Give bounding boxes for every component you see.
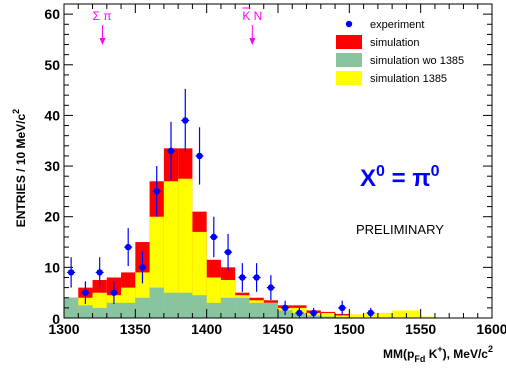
y-tick-label-30: 30 — [44, 158, 60, 174]
x-tick-label-1500: 1500 — [334, 321, 365, 337]
experiment-point-1425 — [239, 274, 246, 281]
experiment-point-1415 — [224, 248, 232, 256]
experiment-point-1335 — [110, 289, 118, 296]
legend-label-experiment: experiment — [370, 19, 424, 31]
histogram-bin-simulation-wo-1385-1370 — [163, 292, 179, 318]
legend-label-simulation-1385: simulation 1385 — [370, 73, 447, 85]
experiment-point-1515 — [367, 309, 374, 317]
pi0-sup: 0 — [431, 163, 440, 180]
experiment-point-1305 — [67, 269, 75, 276]
experiment-point-1405 — [210, 233, 217, 241]
histogram-bin-simulation-1385-1490 — [335, 315, 350, 318]
histogram-bin-simulation-wo-1385-1320 — [92, 307, 107, 318]
experiment-point-1365 — [153, 188, 160, 195]
plot-area: 1300 1350 1400 1450 1500 1550 1600 10 20 30 40 50 60… — [44, 3, 506, 337]
y-axis-title: ENTRIES / 10 MeV/c2 — [11, 109, 28, 227]
x-tick-label-1450: 1450 — [262, 321, 293, 337]
histogram-bin-simulation-wo-1385-1330 — [106, 302, 122, 318]
legend: experiment simulation simulation wo 1385 si… — [336, 19, 464, 85]
histogram-bin-simulation-wo-1385-1410 — [220, 297, 236, 318]
x-axis-title: MM(pFd K+), MeV/c2 — [383, 344, 493, 364]
x-sup2: 2 — [488, 344, 493, 354]
experiment-point-1315 — [82, 289, 89, 296]
legend-swatch-simulation-1385 — [336, 71, 362, 85]
histogram-bin-simulation-wo-1385-1420 — [235, 297, 250, 318]
x-tick-label-1400: 1400 — [191, 321, 222, 337]
experiment-point-1325 — [96, 269, 103, 276]
histogram-bin-simulation-1385-1370 — [163, 181, 179, 318]
plot-frame — [63, 3, 493, 319]
histogram-bin-simulation-wo-1385-1390 — [192, 295, 207, 318]
histogram-bin-simulation-wo-1385-1440 — [263, 302, 278, 318]
legend-marker-experiment — [345, 20, 353, 28]
sigma-pi-arrow-head — [99, 38, 106, 45]
legend-label-simulation: simulation — [370, 37, 420, 49]
histogram-bin-simulation-wo-1385-1350 — [135, 297, 150, 318]
x-mm: MM(p — [383, 347, 414, 361]
x0-eq: = π — [385, 165, 431, 192]
x-tick-label-1350: 1350 — [120, 321, 151, 337]
experiment-point-1495 — [339, 304, 346, 312]
x-sub: Fd — [414, 354, 425, 364]
x-k: K — [425, 347, 437, 361]
experiment-point-1385 — [182, 117, 189, 124]
experiment-point-1465 — [296, 309, 303, 317]
histogram-bin-simulation-wo-1385-1300 — [64, 297, 79, 318]
histogram-bin-simulation-wo-1385-1340 — [121, 302, 136, 318]
experiment-point-1395 — [196, 152, 203, 160]
x-tick-label-1300: 1300 — [48, 321, 79, 337]
experiment-point-1455 — [281, 304, 289, 312]
y-tick-label-50: 50 — [44, 57, 60, 73]
legend-label-simulation-wo-1385: simulation wo 1385 — [370, 55, 464, 67]
preliminary-label: PRELIMINARY — [356, 222, 444, 237]
x0-sup: 0 — [376, 163, 385, 180]
kbar-k: K — [242, 9, 250, 23]
histogram-bin-simulation-1385-1530 — [392, 310, 407, 318]
y-tick-label-10: 10 — [44, 259, 60, 275]
x-tick-label-1550: 1550 — [405, 321, 436, 337]
histogram-bin-simulation-wo-1385-1310 — [78, 305, 93, 318]
x0-equals-pi0-label: X0 = π0 — [360, 163, 440, 192]
histogram-bin-simulation-wo-1385-1360 — [149, 287, 164, 318]
histogram-bin-simulation-wo-1385-1490 — [335, 316, 350, 318]
histogram-bin-simulation-wo-1385-1400 — [206, 302, 221, 318]
kbar-n: N — [250, 9, 262, 23]
histogram-bin-simulation-wo-1385-1380 — [178, 292, 193, 318]
kbar-n-arrow-head — [249, 38, 256, 45]
sigma-pi-threshold-label: Σ π — [93, 9, 112, 23]
x0-x: X — [360, 165, 376, 192]
experiment-point-1355 — [139, 264, 146, 271]
experiment-point-1345 — [125, 243, 132, 251]
legend-swatch-simulation — [336, 35, 362, 49]
experiment-point-1375 — [167, 147, 175, 155]
histogram-bin-simulation-1385-1380 — [178, 178, 193, 318]
x-tail: ), MeV/c — [443, 347, 489, 361]
x-tick-label-1600: 1600 — [476, 321, 506, 337]
y-tick-label-60: 60 — [44, 6, 60, 22]
experiment-point-1475 — [310, 309, 317, 317]
legend-swatch-simulation-wo-1385 — [336, 53, 362, 67]
histogram-bin-simulation-wo-1385-1430 — [249, 302, 264, 318]
experiment-point-1445 — [267, 284, 275, 291]
experiment-point-1435 — [253, 274, 260, 281]
y-tick-label-40: 40 — [44, 107, 60, 123]
y-axis-title-main: ENTRIES / 10 MeV/c — [14, 113, 28, 227]
histogram-bin-simulation-1385-1480 — [320, 312, 336, 318]
histogram-bin-simulation-1385-1540 — [406, 310, 421, 318]
kbar-n-threshold-label: K N — [242, 9, 262, 23]
histogram-bin-simulation-1385-1550 — [420, 316, 435, 318]
histogram-bin-simulation-1385-1500 — [349, 314, 364, 318]
y-tick-label-20: 20 — [44, 209, 60, 225]
histogram-bin-simulation-wo-1385-1480 — [320, 316, 336, 318]
histogram-bin-simulation-1385-1520 — [377, 312, 393, 318]
y-tick-label-0: 0 — [52, 311, 60, 327]
y-axis-title-sup: 2 — [11, 109, 21, 114]
x-sup-plus: + — [437, 344, 442, 354]
